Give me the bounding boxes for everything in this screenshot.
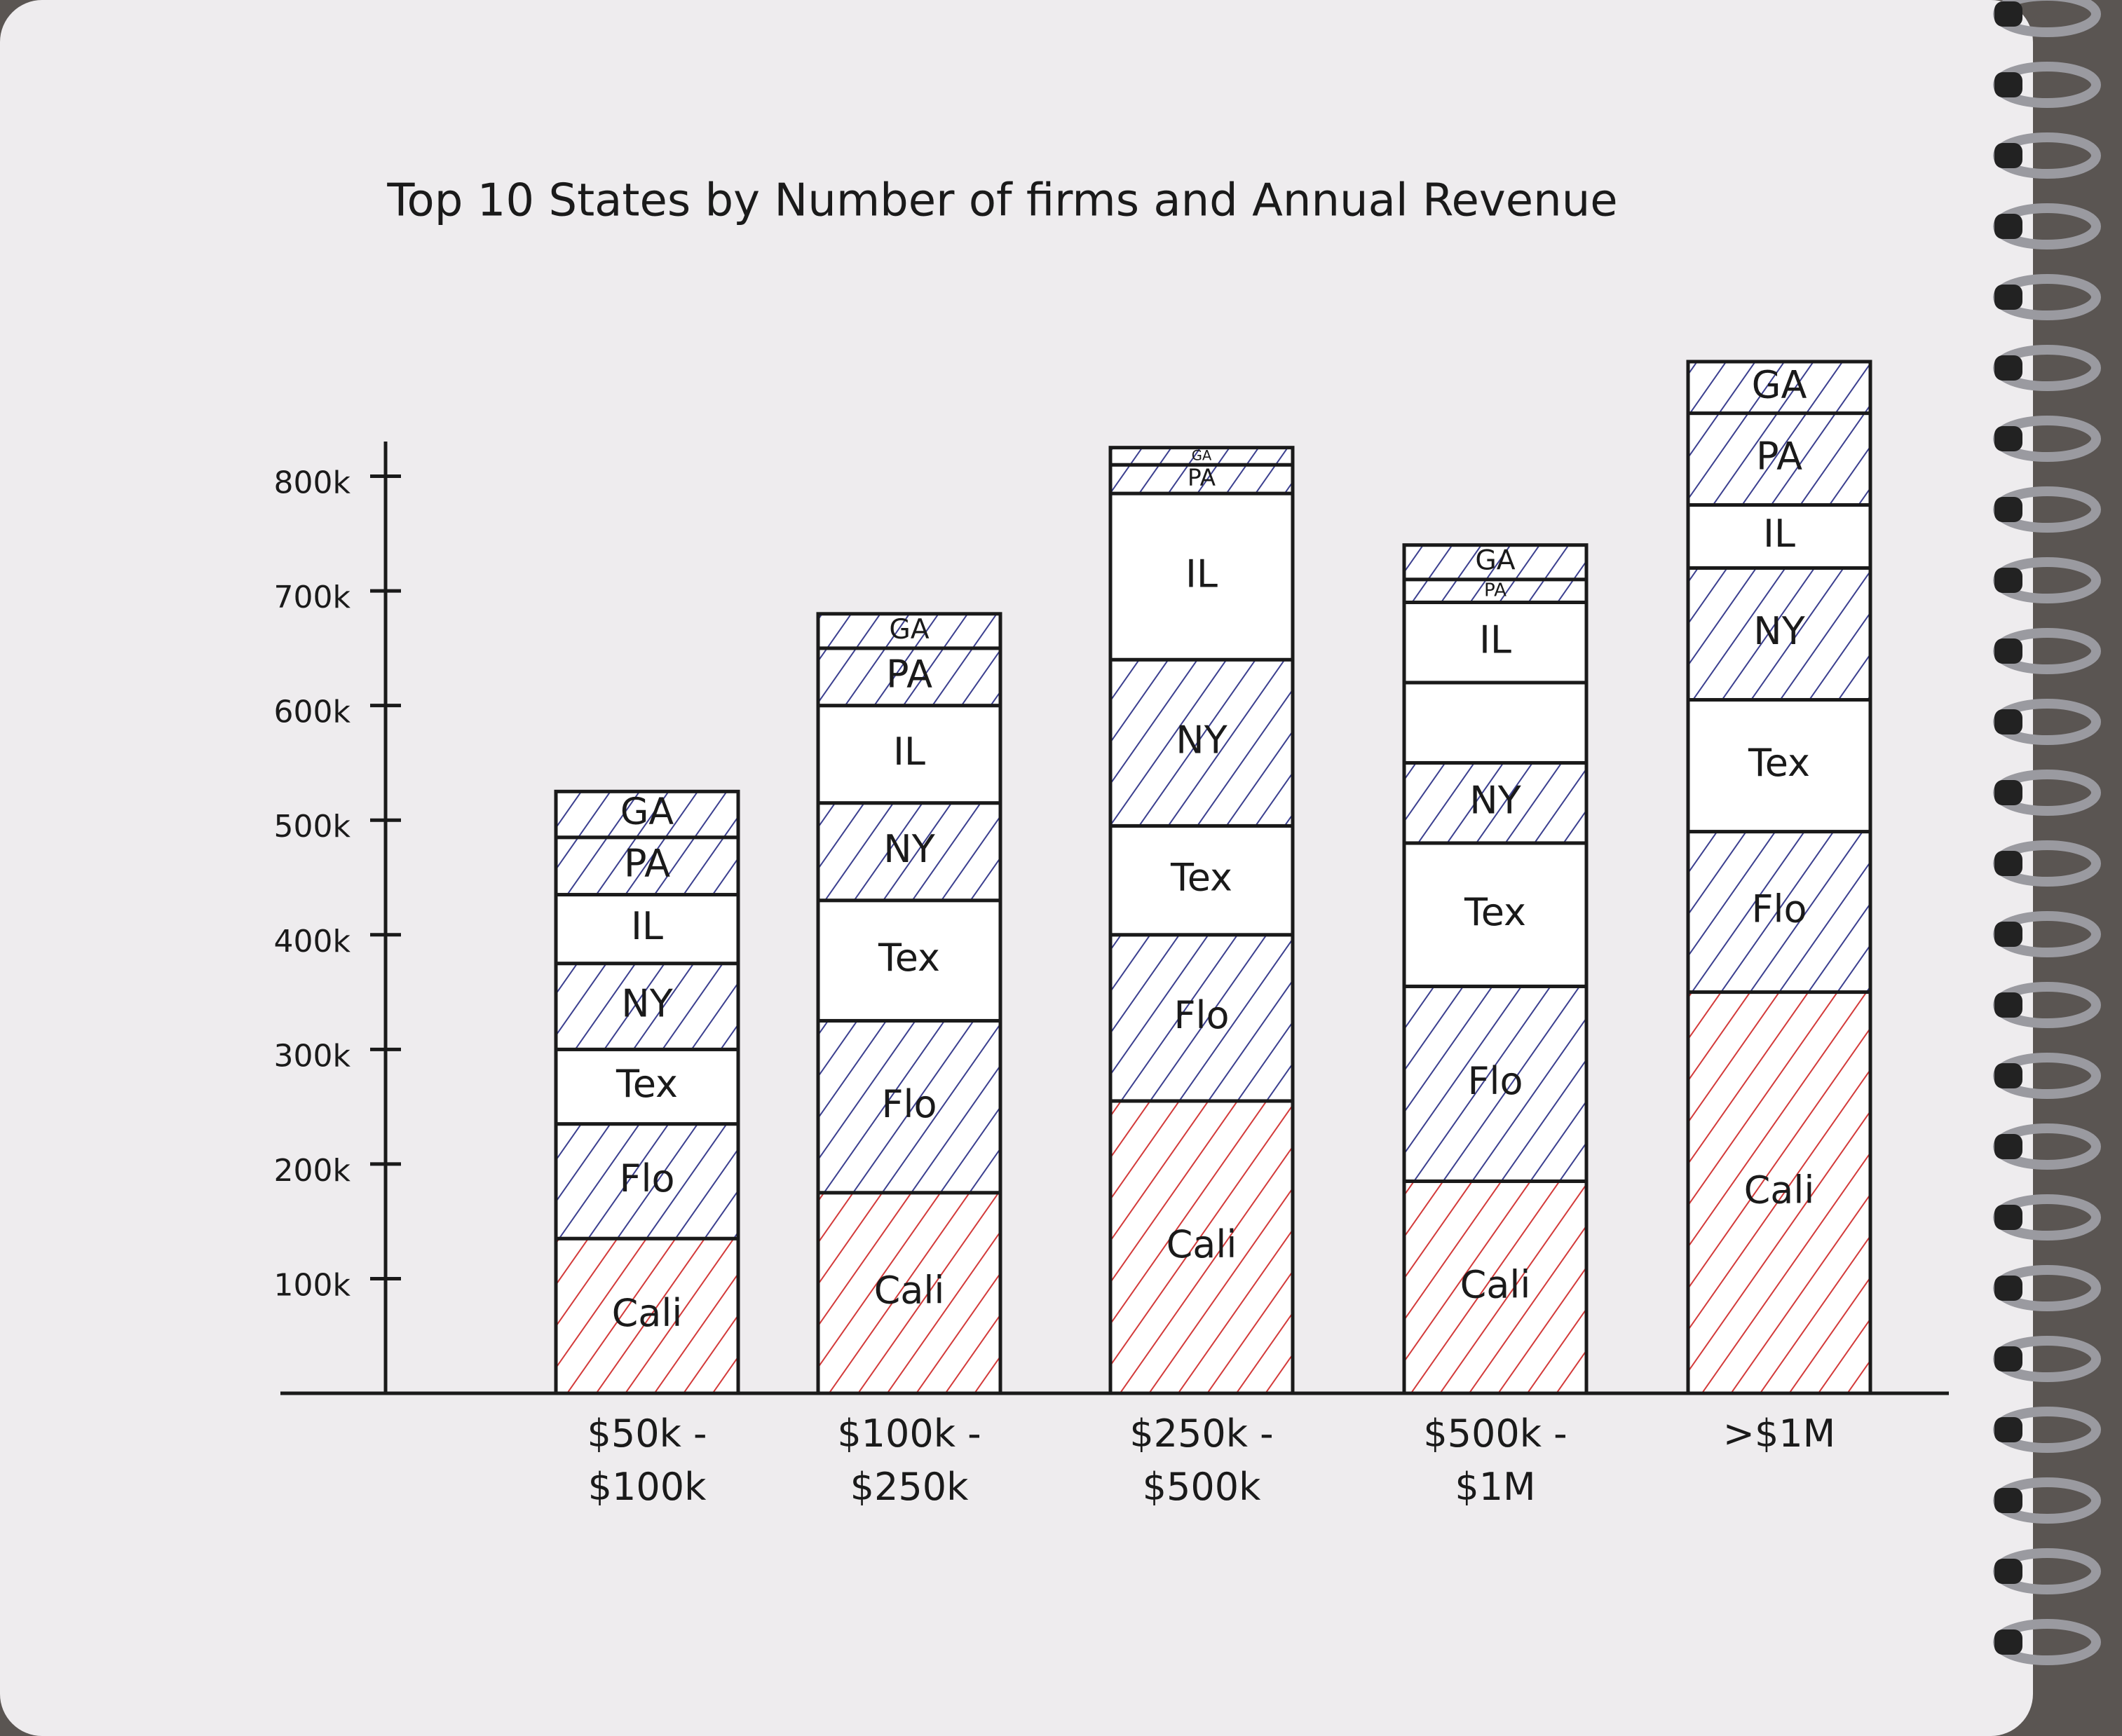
- segment-label: GA: [1192, 447, 1212, 463]
- segment-label: Tex: [1464, 890, 1526, 934]
- spiral-hole: [1994, 780, 2022, 805]
- x-tick-label: >$1M: [1722, 1412, 1836, 1456]
- segment-label: GA: [889, 614, 929, 645]
- segment-label: PA: [1756, 435, 1802, 479]
- bar-segment: [1402, 760, 1589, 845]
- spiral-hole: [1994, 992, 2022, 1018]
- bar-segment: [1402, 543, 1589, 582]
- segment-label: Flo: [1751, 887, 1807, 931]
- segment-label: Flo: [881, 1082, 937, 1126]
- chart-title: Top 10 States by Number of firms and Ann…: [386, 175, 1617, 227]
- segment-label: NY: [883, 827, 935, 871]
- x-tick-label: $500k - $1M: [1423, 1412, 1567, 1509]
- segment-label: Flo: [619, 1156, 674, 1201]
- bar-segment: [816, 1191, 1002, 1395]
- bar-segment: [1108, 933, 1295, 1103]
- segment-label: Cali: [1744, 1168, 1815, 1212]
- bar-segment: [554, 1122, 740, 1241]
- y-tick-label: 100k: [274, 1267, 351, 1303]
- segment-label: Cali: [874, 1269, 945, 1313]
- segment-label: PA: [886, 652, 932, 696]
- spiral-hole: [1994, 1559, 2022, 1584]
- segment-label: Cali: [612, 1291, 683, 1335]
- bar-segment: [1402, 1179, 1589, 1395]
- spiral-hole: [1994, 638, 2022, 664]
- y-tick-label: 200k: [274, 1153, 351, 1189]
- segment-label: GA: [620, 791, 674, 833]
- segment-label: GA: [1752, 362, 1807, 406]
- bar-segment: [554, 789, 740, 840]
- spiral-hole: [1994, 1346, 2022, 1372]
- spiral-hole: [1994, 355, 2022, 381]
- segment-label: PA: [1484, 580, 1507, 601]
- bar-segment: [816, 898, 1002, 1023]
- segment-label: IL: [631, 904, 663, 948]
- bar-segment: [554, 893, 740, 966]
- bar-segment: [1108, 491, 1295, 662]
- spiral-hole: [1994, 568, 2022, 593]
- segment-label: IL: [1479, 617, 1511, 662]
- bar-segment: [1108, 446, 1295, 467]
- spiral-hole: [1994, 1205, 2022, 1230]
- segment-label: GA: [1475, 545, 1515, 577]
- segment-label: Tex: [615, 1062, 678, 1106]
- spiral-hole: [1994, 1134, 2022, 1159]
- spiral-hole: [1994, 1488, 2022, 1513]
- spiral-hole: [1994, 851, 2022, 876]
- x-tick-label: $250k - $500k: [1129, 1412, 1274, 1509]
- segment-label: IL: [1763, 512, 1795, 556]
- spiral-hole: [1994, 1417, 2022, 1442]
- segment-label: NY: [1469, 778, 1521, 822]
- bar-segment: [1108, 823, 1295, 937]
- bar-segment: [816, 612, 1002, 650]
- x-tick-label: $50k - $100k: [587, 1412, 707, 1509]
- segment-label: Tex: [1748, 741, 1810, 785]
- spiral-hole: [1994, 1629, 2022, 1655]
- bar-segment: [1402, 600, 1589, 685]
- y-tick-label: 400k: [274, 924, 351, 959]
- y-tick-label: 500k: [274, 809, 351, 845]
- segment-label: Flo: [1174, 993, 1229, 1037]
- segment-label: NY: [1176, 718, 1227, 762]
- segment-label: PA: [1188, 465, 1216, 491]
- segment-label: PA: [624, 841, 670, 885]
- spiral-hole: [1994, 214, 2022, 239]
- spiral-hole: [1994, 709, 2022, 734]
- segment-label: NY: [1753, 609, 1805, 653]
- bar-segment: [1686, 566, 1872, 702]
- spiral-hole: [1994, 497, 2022, 522]
- segment-label: Cali: [1167, 1222, 1237, 1266]
- bar-segment: [1686, 360, 1872, 416]
- spiral-hole: [1994, 285, 2022, 310]
- y-tick-label: 800k: [274, 465, 351, 501]
- segment-label: Tex: [1170, 856, 1232, 900]
- bar-segment: [816, 1018, 1002, 1195]
- bar-segment: [1402, 681, 1589, 765]
- segment-label: NY: [621, 982, 673, 1026]
- spiral-hole: [1994, 1276, 2022, 1301]
- bar-segment: [1402, 841, 1589, 988]
- bar-segment: [554, 1047, 740, 1126]
- y-tick-label: 600k: [274, 695, 351, 730]
- spiral-hole: [1994, 1063, 2022, 1088]
- segment-label: Cali: [1460, 1262, 1531, 1306]
- y-tick-label: 300k: [274, 1038, 351, 1074]
- segment-label: IL: [1185, 552, 1218, 596]
- bar-segment: [1686, 697, 1872, 834]
- x-tick-label: $100k - $250k: [837, 1412, 981, 1509]
- segment-label: IL: [893, 730, 925, 774]
- segment-label: Tex: [878, 936, 940, 980]
- segment-label: Flo: [1467, 1059, 1523, 1103]
- spiral-hole: [1994, 1, 2022, 27]
- spiral-hole: [1994, 143, 2022, 168]
- spiral-hole: [1994, 72, 2022, 97]
- bar-segment: [1108, 1099, 1295, 1395]
- spiral-hole: [1994, 922, 2022, 947]
- bar-segment: [554, 1236, 740, 1395]
- spiral-hole: [1994, 426, 2022, 451]
- y-tick-label: 700k: [274, 580, 351, 615]
- bar-segment: [1108, 657, 1295, 828]
